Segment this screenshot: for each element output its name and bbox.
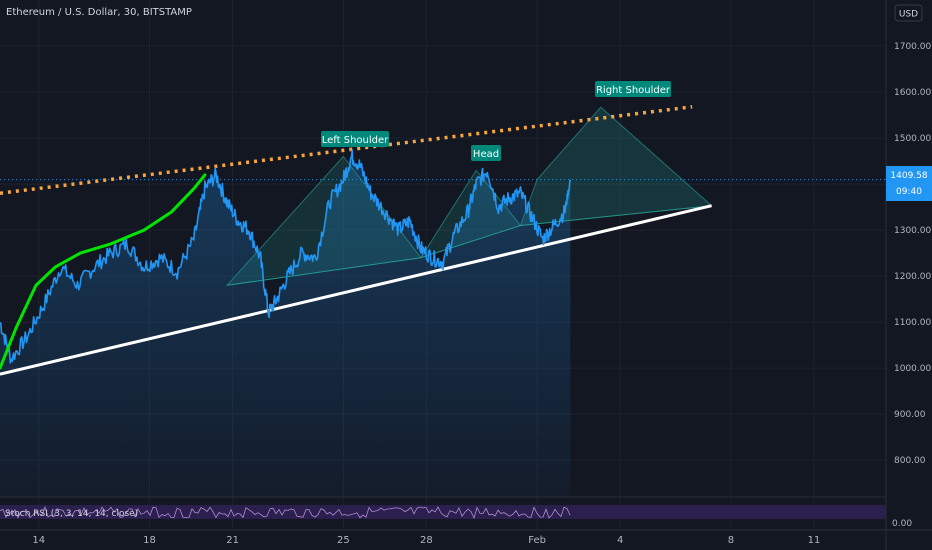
x-tick-label: 14 [32,535,45,546]
trendlines [0,105,712,376]
current-price-badge: 1409.58 09:40 [886,166,932,201]
time-axis[interactable]: 14 18 21 25 28 Feb 4 8 11 [32,535,820,546]
right-shoulder-label: Right Shoulder [595,81,671,97]
currency-button-label[interactable]: USD [899,10,918,20]
right-shoulder-text: Right Shoulder [596,85,671,96]
y-tick-label: 1700.00 [894,42,931,52]
x-tick-label: Feb [528,535,546,546]
head-label: Head [471,145,501,161]
stoch-rsi-band [0,505,886,519]
price-series-line [0,149,572,364]
left-shoulder-text: Left Shoulder [322,135,389,146]
y-tick-label: 800.00 [894,456,926,466]
y-tick-label: 1300.00 [894,226,931,236]
candle-countdown: 09:40 [896,187,922,197]
x-tick-label: 8 [728,535,734,546]
price-area [0,150,571,497]
x-tick-label: 28 [420,535,433,546]
x-tick-label: 25 [337,535,350,546]
current-price-value: 1409.58 [890,171,927,181]
x-tick-label: 4 [617,535,623,546]
y-tick-label: 1000.00 [894,364,931,374]
stoch-rsi-label: Stoch RSI (3, 3, 14, 14, close) [5,509,138,519]
support-trendline [0,204,712,376]
x-tick-label: 18 [143,535,156,546]
x-tick-label: 21 [226,535,239,546]
chart-title: Ethereum / U.S. Dollar, 30, BITSTAMP [6,7,192,18]
y-tick-label: 900.00 [894,410,926,420]
stoch-rsi-pane[interactable]: Stoch RSI (3, 3, 14, 14, close) [0,505,886,520]
y-tick-label: 1200.00 [894,272,931,282]
y-tick-label: 1500.00 [894,134,931,144]
x-tick-label: 11 [808,535,821,546]
impulse-trend-line [0,173,207,370]
left-shoulder-label: Left Shoulder [321,131,389,147]
y-tick-label: 1600.00 [894,88,931,98]
stoch-rsi-axis-value: 0.00 [892,519,912,529]
head-text: Head [473,149,499,160]
neckline [226,205,712,286]
stoch-rsi-line [0,506,571,520]
y-tick-label: 1100.00 [894,318,931,328]
currency-button[interactable]: USD [894,4,923,22]
